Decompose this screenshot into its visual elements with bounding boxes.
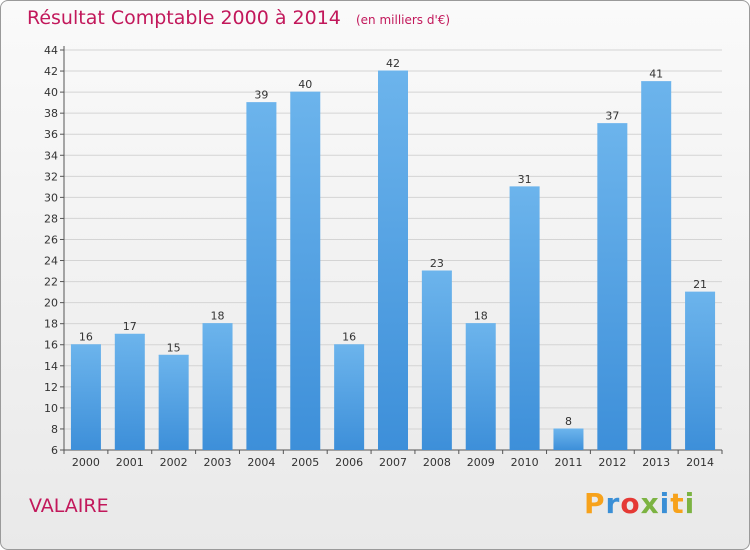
y-tick-label: 32 <box>44 170 58 183</box>
y-tick-label: 10 <box>44 402 58 415</box>
bar-value-label: 18 <box>211 310 225 323</box>
bar <box>202 323 233 450</box>
y-tick-label: 40 <box>44 86 58 99</box>
y-tick-label: 12 <box>44 381 58 394</box>
y-tick-label: 42 <box>44 65 58 78</box>
y-tick-label: 18 <box>44 318 58 331</box>
bar <box>70 344 101 450</box>
bar-value-label: 17 <box>123 320 137 333</box>
bar-value-label: 42 <box>386 57 400 70</box>
x-tick-label: 2001 <box>116 456 144 469</box>
bar-value-label: 18 <box>474 310 488 323</box>
x-tick-label: 2010 <box>511 456 539 469</box>
y-tick-label: 44 <box>44 44 58 57</box>
y-tick-label: 30 <box>44 191 58 204</box>
y-tick-label: 22 <box>44 276 58 289</box>
bar-value-label: 8 <box>565 415 572 428</box>
bar-value-label: 23 <box>430 257 444 270</box>
axes: 6 8 10 12 14 16 18 20 22 24 26 28 30 32 34 36 38 40 42 44 20… <box>44 44 723 469</box>
x-tick-label: 2003 <box>204 456 232 469</box>
y-tick-label: 20 <box>44 297 58 310</box>
x-tick-label: 2012 <box>598 456 626 469</box>
y-tick-label: 6 <box>51 444 58 457</box>
y-tick-label: 38 <box>44 107 58 120</box>
y-tick-label: 26 <box>44 233 58 246</box>
y-tick-label: 28 <box>44 212 58 225</box>
bars <box>70 70 716 451</box>
logo-letter: x <box>640 487 660 520</box>
x-tick-label: 2005 <box>291 456 319 469</box>
x-tick-label: 2006 <box>335 456 363 469</box>
bar <box>597 123 628 451</box>
bar-value-label: 31 <box>518 173 532 186</box>
bar-value-label: 41 <box>649 68 663 81</box>
bar-value-label: 39 <box>254 89 268 102</box>
y-tick-label: 16 <box>44 339 58 352</box>
logo-letter: r <box>605 487 621 520</box>
bar-value-label: 16 <box>79 331 93 344</box>
bar <box>509 186 540 450</box>
bar <box>465 323 496 450</box>
y-tick-label: 8 <box>51 423 58 436</box>
value-labels: 16 17 15 18 39 40 16 42 23 18 31 8 37 41 21 <box>79 57 707 428</box>
chart-subtitle: (en milliers d'€) <box>355 13 451 27</box>
y-tick-label: 36 <box>44 128 58 141</box>
bar <box>641 81 672 450</box>
bar-value-label: 15 <box>167 341 181 354</box>
x-tick-label: 2002 <box>160 456 188 469</box>
bar <box>290 92 321 451</box>
y-tick-label: 24 <box>44 255 58 268</box>
commune-name: VALAIRE <box>29 495 109 517</box>
bar <box>334 344 365 450</box>
x-tick-label: 2009 <box>467 456 495 469</box>
bar <box>114 334 145 450</box>
y-tick-label: 34 <box>44 149 58 162</box>
x-tick-label: 2000 <box>72 456 100 469</box>
x-tick-label: 2007 <box>379 456 407 469</box>
logo-letter: o <box>620 487 641 520</box>
bar-value-label: 21 <box>693 278 707 291</box>
logo-letter: i <box>684 487 696 520</box>
logo-letter: i <box>659 487 671 520</box>
title-block: Résultat Comptable 2000 à 2014 (en milli… <box>27 7 450 29</box>
x-tick-label: 2014 <box>686 456 714 469</box>
bar <box>246 102 277 450</box>
x-tick-label: 2008 <box>423 456 451 469</box>
bar <box>378 71 408 450</box>
chart-title: Résultat Comptable 2000 à 2014 <box>27 7 341 29</box>
bar-value-label: 37 <box>605 110 619 123</box>
bar-value-label: 40 <box>298 78 312 91</box>
bar-value-label: 16 <box>342 331 356 344</box>
bar <box>421 271 452 450</box>
bar <box>158 355 189 450</box>
x-tick-label: 2013 <box>642 456 670 469</box>
logo-letter: P <box>584 487 606 520</box>
logo-letter: t <box>670 487 685 520</box>
bar <box>685 292 716 450</box>
bar <box>553 428 584 450</box>
y-tick-label: 14 <box>44 360 58 373</box>
proxiti-logo: Proxiti <box>584 487 695 520</box>
x-tick-label: 2011 <box>554 456 582 469</box>
x-tick-label: 2004 <box>247 456 275 469</box>
